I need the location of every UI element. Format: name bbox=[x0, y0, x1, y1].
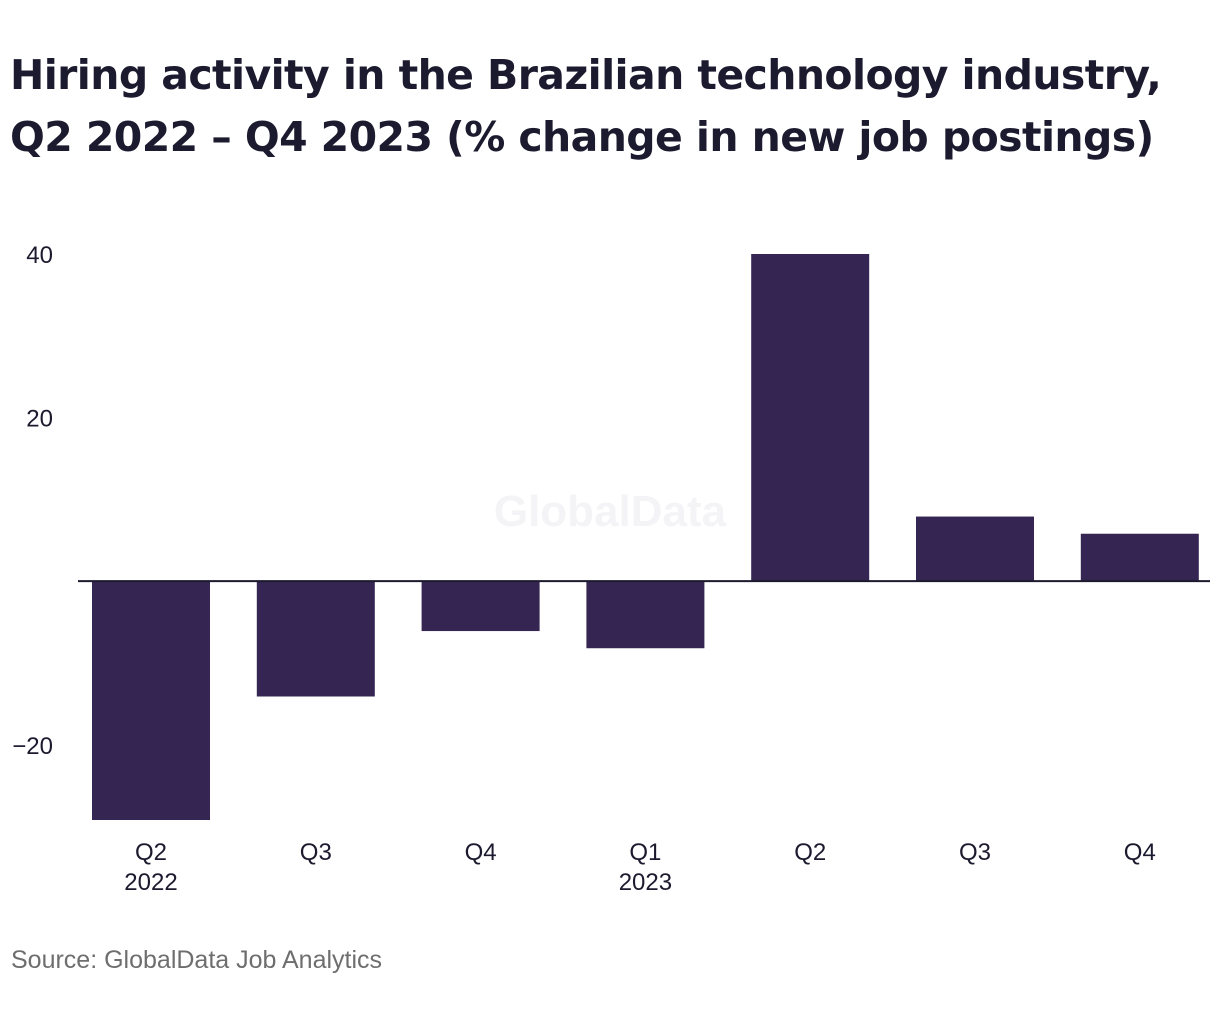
bar bbox=[1080, 533, 1199, 582]
bar bbox=[421, 581, 540, 632]
x-tick-label: Q3 bbox=[300, 839, 332, 866]
x-tick-label: Q4 bbox=[1124, 839, 1156, 866]
x-tick-year-label: 2023 bbox=[619, 869, 672, 896]
x-axis-labels: Q2 2022 Q3 Q4 Q1 2023 Q2 Q3 Q4 bbox=[124, 839, 1156, 896]
x-tick-label: Q1 bbox=[629, 839, 661, 866]
y-tick-label: −20 bbox=[12, 733, 53, 760]
x-tick-label: Q2 bbox=[794, 839, 826, 866]
x-tick-label: Q4 bbox=[465, 839, 497, 866]
bar bbox=[256, 581, 375, 697]
y-axis-ticks: 40 20 −20 bbox=[12, 242, 53, 760]
x-tick-year-label: 2022 bbox=[124, 869, 177, 896]
source-note: Source: GlobalData Job Analytics bbox=[11, 946, 383, 974]
y-tick-label: 20 bbox=[26, 406, 53, 433]
bars bbox=[92, 254, 1199, 820]
x-tick-label: Q3 bbox=[959, 839, 991, 866]
x-tick-label: Q2 bbox=[135, 839, 167, 866]
watermark: GlobalData bbox=[494, 487, 727, 536]
bar bbox=[916, 516, 1034, 582]
bar bbox=[92, 581, 210, 820]
bar bbox=[751, 254, 870, 582]
y-tick-label: 40 bbox=[26, 242, 53, 269]
bar bbox=[586, 581, 705, 649]
chart-title: Hiring activity in the Brazilian technol… bbox=[10, 51, 1162, 161]
